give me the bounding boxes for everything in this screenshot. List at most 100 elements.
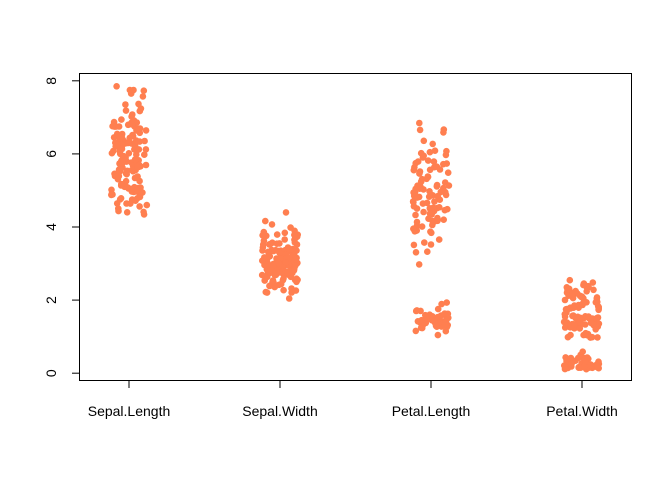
data-point bbox=[444, 169, 452, 176]
data-point bbox=[268, 221, 276, 228]
data-point bbox=[444, 205, 451, 213]
data-point bbox=[412, 249, 420, 256]
data-point bbox=[581, 363, 588, 371]
y-tick-label: 8 bbox=[43, 77, 59, 85]
data-point bbox=[578, 293, 586, 300]
data-point bbox=[135, 146, 143, 153]
data-point bbox=[259, 247, 266, 254]
data-point bbox=[441, 310, 448, 318]
data-point bbox=[442, 191, 450, 199]
data-point bbox=[576, 325, 584, 332]
data-point bbox=[116, 196, 124, 203]
data-point bbox=[136, 177, 143, 185]
data-point bbox=[131, 141, 139, 148]
data-point bbox=[292, 287, 300, 294]
data-point bbox=[424, 173, 432, 181]
x-tick-label: Sepal.Width bbox=[242, 403, 317, 419]
data-point bbox=[576, 318, 584, 326]
data-point bbox=[141, 151, 148, 158]
data-point bbox=[428, 317, 436, 324]
data-point bbox=[413, 307, 421, 314]
data-point bbox=[421, 239, 428, 246]
data-point bbox=[438, 300, 445, 308]
data-point bbox=[432, 322, 440, 330]
data-point bbox=[136, 193, 144, 201]
data-point bbox=[119, 159, 126, 167]
data-point bbox=[594, 314, 602, 321]
data-point bbox=[417, 324, 425, 332]
data-point bbox=[445, 182, 453, 189]
data-point bbox=[431, 198, 438, 205]
data-point bbox=[292, 262, 299, 270]
data-point bbox=[115, 205, 122, 212]
data-point bbox=[128, 121, 136, 128]
data-point bbox=[122, 154, 129, 161]
data-point bbox=[415, 261, 423, 268]
data-point bbox=[291, 239, 299, 246]
data-point bbox=[567, 331, 574, 339]
data-point bbox=[282, 259, 290, 266]
data-point bbox=[270, 261, 278, 269]
data-point bbox=[420, 137, 428, 145]
data-point bbox=[122, 107, 130, 114]
data-point bbox=[109, 122, 116, 130]
data-point bbox=[418, 316, 425, 324]
data-point bbox=[568, 360, 575, 368]
data-point bbox=[131, 156, 139, 163]
data-point bbox=[116, 133, 123, 141]
data-point bbox=[594, 334, 601, 341]
y-tick-label: 2 bbox=[43, 296, 59, 304]
data-point bbox=[589, 279, 597, 286]
x-tick-label: Sepal.Length bbox=[88, 403, 171, 419]
data-point bbox=[436, 204, 443, 211]
data-point bbox=[434, 217, 441, 225]
data-point bbox=[563, 319, 571, 326]
data-point bbox=[267, 240, 274, 248]
data-point bbox=[426, 188, 433, 195]
data-point bbox=[277, 280, 285, 288]
data-point bbox=[281, 236, 289, 243]
data-point bbox=[123, 200, 130, 207]
data-point bbox=[140, 87, 148, 94]
data-point bbox=[264, 248, 272, 256]
data-point bbox=[410, 198, 417, 206]
data-point bbox=[592, 299, 600, 306]
data-point bbox=[587, 319, 595, 327]
data-point bbox=[122, 177, 130, 185]
data-point bbox=[434, 313, 441, 321]
data-point bbox=[413, 218, 421, 226]
data-point bbox=[594, 363, 601, 370]
data-point bbox=[128, 196, 136, 203]
data-point bbox=[430, 158, 438, 165]
data-point bbox=[276, 269, 284, 276]
data-point bbox=[281, 229, 289, 237]
data-point bbox=[583, 283, 590, 291]
data-point bbox=[588, 333, 596, 341]
data-point bbox=[273, 231, 281, 238]
data-point bbox=[410, 166, 418, 174]
data-point bbox=[419, 154, 427, 161]
data-point bbox=[417, 178, 425, 185]
data-point bbox=[412, 211, 419, 219]
data-point bbox=[585, 313, 592, 320]
data-point bbox=[424, 157, 432, 164]
data-point bbox=[431, 147, 439, 154]
data-point bbox=[416, 126, 424, 134]
data-point bbox=[142, 146, 150, 153]
data-point bbox=[434, 305, 442, 313]
data-point bbox=[429, 221, 436, 229]
data-point bbox=[122, 101, 129, 108]
data-point bbox=[280, 275, 287, 282]
data-point bbox=[410, 241, 418, 249]
data-point bbox=[113, 83, 120, 90]
data-point bbox=[563, 284, 571, 291]
data-point bbox=[410, 225, 417, 233]
data-point bbox=[268, 267, 276, 274]
data-point bbox=[136, 203, 143, 210]
data-point bbox=[570, 304, 577, 312]
data-point bbox=[124, 184, 131, 191]
data-point bbox=[443, 299, 451, 306]
x-axis: Sepal.Length Sepal.Width Petal.Length Petal… bbox=[88, 380, 618, 419]
data-point bbox=[423, 199, 431, 207]
x-tick-label: Petal.Width bbox=[546, 403, 618, 419]
